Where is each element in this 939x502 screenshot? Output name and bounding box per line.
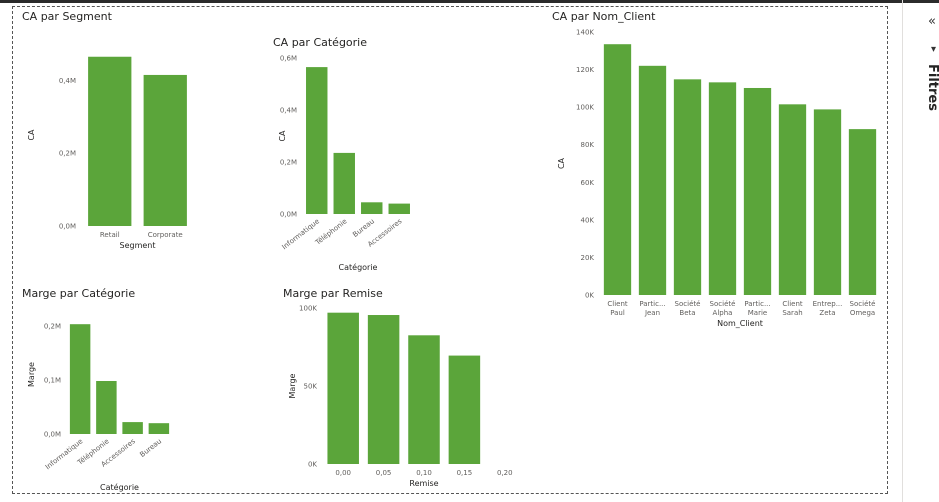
y-tick-label: 50K	[304, 383, 318, 391]
x-axis-label: Catégorie	[100, 482, 139, 492]
y-tick-label: 0,0M	[59, 223, 76, 231]
y-tick-label: 0,6M	[280, 55, 297, 63]
bar-informatique	[306, 67, 328, 214]
x-tick-label: Jean	[644, 309, 660, 317]
chart-title: CA par Nom_Client	[552, 10, 656, 23]
bar-informatique	[69, 324, 91, 434]
y-tick-label: 20K	[581, 254, 595, 262]
y-axis-label: CA	[27, 129, 36, 141]
x-tick-label: Bureau	[351, 217, 376, 239]
y-tick-label: 0,1M	[44, 376, 61, 384]
y-tick-label: 120K	[576, 66, 594, 74]
bar-0-00	[327, 312, 359, 464]
bar-t-l-phonie	[96, 380, 117, 434]
x-axis-label: Segment	[120, 241, 156, 250]
y-tick-label: 0,0M	[44, 431, 61, 439]
x-tick-label: Partic...	[639, 300, 665, 308]
y-tick-label: 0,4M	[280, 107, 297, 115]
bar-client-paul	[603, 44, 632, 296]
y-tick-label: 140K	[576, 29, 594, 37]
x-tick-label: Omega	[850, 309, 875, 317]
bar-client-sarah	[778, 104, 807, 295]
y-tick-label: 0,2M	[59, 150, 76, 158]
bar-corporate	[143, 74, 187, 226]
bar-t-l-phonie	[333, 152, 355, 214]
bar-accessoires	[122, 422, 143, 434]
report-canvas	[12, 6, 888, 494]
x-tick-label: Sarah	[782, 309, 802, 317]
chart-marge-par-remise[interactable]: Marge par Remise 0K 50K 100K Marge 0,00 0,05 0,…	[283, 285, 543, 495]
bar-soci-t-omega	[848, 129, 877, 295]
x-tick-label: Entrep...	[813, 300, 843, 308]
y-tick-label: 100K	[576, 104, 594, 112]
top-bar	[0, 0, 939, 3]
y-tick-label: 0,0M	[280, 211, 297, 219]
y-tick-label: 40K	[581, 216, 595, 224]
x-tick-label: Société	[710, 300, 736, 308]
bar-0-05	[367, 315, 400, 464]
bar-bureau	[361, 202, 383, 214]
x-tick-label: Bureau	[138, 437, 163, 459]
bar-entrep-zeta	[813, 109, 842, 295]
y-tick-label: 0,2M	[44, 322, 61, 330]
bar-bureau	[148, 423, 170, 434]
chart-ca-par-segment[interactable]: CA par Segment 0,0M 0,2M 0,4M CA Retail Corpor…	[22, 8, 272, 250]
collapse-pane-icon[interactable]: «	[928, 14, 936, 29]
y-tick-label: 80K	[581, 141, 595, 149]
x-tick-label: Zeta	[819, 309, 835, 317]
bar-soci-t-beta	[673, 79, 702, 295]
x-tick-label: 0,05	[376, 469, 392, 477]
x-tick-label: Informatique	[281, 217, 321, 251]
y-axis-label: CA	[278, 130, 287, 142]
x-tick-label: 0,00	[335, 469, 351, 477]
x-axis-label: Remise	[409, 479, 438, 488]
y-tick-label: 60K	[581, 179, 595, 187]
x-tick-label: Client	[607, 300, 628, 308]
chart-ca-par-categorie[interactable]: CA par Catégorie 0,0M 0,2M 0,4M 0,6M CA Inform…	[273, 34, 533, 274]
bar-0-15	[448, 355, 481, 464]
x-tick-label: 0,10	[416, 469, 432, 477]
x-tick-label: 0,20	[497, 469, 513, 477]
chart-title: CA par Segment	[22, 10, 113, 23]
x-tick-label: Retail	[100, 231, 120, 239]
y-tick-label: 0K	[585, 292, 594, 300]
x-tick-label: Partic...	[744, 300, 770, 308]
chart-title: CA par Catégorie	[273, 36, 367, 49]
x-axis-label: Nom_Client	[717, 319, 763, 328]
x-tick-label: Informatique	[44, 437, 84, 471]
chart-title: Marge par Remise	[283, 287, 383, 300]
bar-retail	[88, 56, 132, 226]
chart-title: Marge par Catégorie	[22, 287, 135, 300]
x-tick-label: Paul	[610, 309, 625, 317]
y-tick-label: 0,2M	[280, 159, 297, 167]
x-tick-label: Client	[782, 300, 803, 308]
x-tick-label: 0,15	[457, 469, 473, 477]
y-axis-label: Marge	[288, 373, 297, 398]
y-axis-label: CA	[557, 157, 566, 169]
chart-ca-par-nom-client[interactable]: CA par Nom_Client 0K 20K 40K 60K 80K 100K 120K 1…	[552, 8, 882, 338]
bar-accessoires	[388, 203, 410, 214]
bar-soci-t-alpha	[708, 82, 737, 296]
x-tick-label: Corporate	[148, 231, 183, 239]
bar-partic-jean	[638, 65, 667, 295]
pane-divider	[902, 0, 903, 502]
x-tick-label: Société	[675, 300, 701, 308]
x-tick-label: Beta	[679, 309, 695, 317]
x-tick-label: Alpha	[713, 309, 733, 317]
chart-marge-par-categorie[interactable]: Marge par Catégorie 0,0M 0,1M 0,2M Marge Info…	[22, 285, 272, 495]
y-tick-label: 0K	[308, 461, 317, 469]
x-tick-label: Marie	[748, 309, 767, 317]
bar-partic-marie	[743, 87, 772, 295]
y-axis-label: Marge	[27, 362, 36, 387]
filters-pane-label[interactable]: Filtres	[925, 64, 939, 111]
bar-0-10	[408, 335, 440, 464]
x-axis-label: Catégorie	[339, 262, 378, 272]
filter-icon[interactable]: ▾	[931, 44, 937, 55]
x-tick-label: Société	[850, 300, 876, 308]
y-tick-label: 0,4M	[59, 77, 76, 85]
y-tick-label: 100K	[299, 305, 317, 313]
